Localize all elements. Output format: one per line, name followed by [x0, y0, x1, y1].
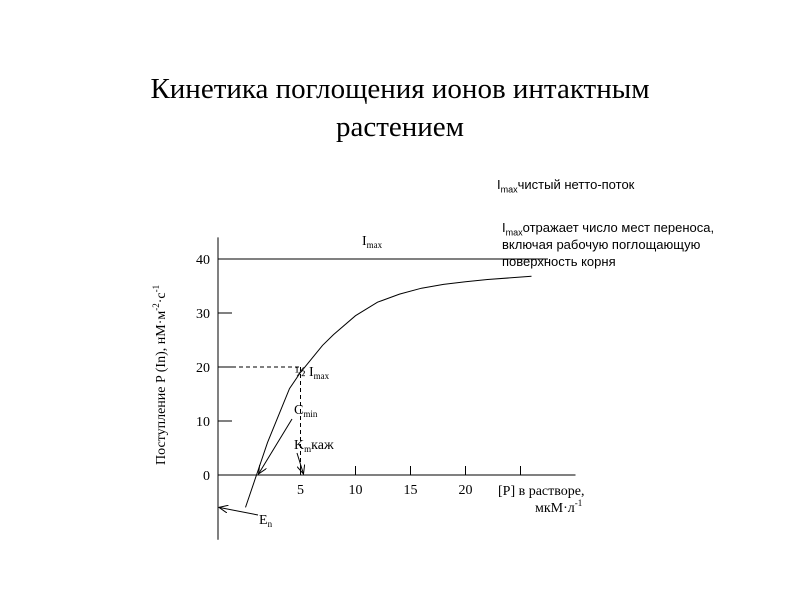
- note1-imax-base: I: [497, 177, 501, 192]
- x-tick-label: 15: [404, 483, 418, 498]
- imax-transport-sites-note: Imaxотражает число мест переноса, включа…: [502, 219, 714, 270]
- x-tick-label: 20: [459, 483, 473, 498]
- note2-line-3: поверхность корня: [502, 254, 616, 269]
- slide-title: Кинетика поглощения ионов интактным раст…: [100, 70, 700, 146]
- note2-line-1: отражает число мест переноса,: [522, 220, 715, 235]
- x-axis-title-line-1: [P] в растворе,: [498, 484, 585, 499]
- uptake-curve: [245, 275, 532, 508]
- y-tick-label: 40: [196, 253, 210, 268]
- y-tick-label: 0: [203, 469, 210, 484]
- km-arrow: [296, 452, 304, 474]
- imax-net-flux-note: Imaxчистый нетто-поток: [497, 176, 635, 195]
- half-imax-label: ½ Imax: [295, 365, 330, 381]
- y-tick-label: 10: [196, 415, 210, 430]
- cmin-label: Cmin: [294, 403, 318, 419]
- cmin-arrow: [259, 418, 293, 474]
- en-arrow: [219, 507, 259, 516]
- y-axis-title: Поступление P (In), нМ·м-2·с-1: [151, 285, 169, 465]
- note2-imax-sub: max: [505, 227, 523, 238]
- y-tick-label: 20: [196, 361, 210, 376]
- km-label: Kmкаж: [294, 438, 334, 454]
- note2-imax-base: I: [502, 220, 506, 235]
- x-tick-label: 10: [349, 483, 363, 498]
- title-line-1: Кинетика поглощения ионов интактным: [150, 73, 650, 105]
- note1-text: чистый нетто-поток: [517, 177, 635, 192]
- title-line-2: растением: [335, 111, 465, 143]
- imax-label: Imax: [362, 234, 383, 250]
- y-tick-label: 30: [196, 307, 210, 322]
- x-axis-title-line-2: мкМ·л-1: [535, 498, 582, 516]
- en-label: En: [259, 513, 273, 529]
- note2-line-2: включая рабочую поглощающую: [502, 237, 701, 252]
- note1-imax-sub: max: [500, 184, 518, 195]
- x-tick-label: 5: [297, 483, 304, 498]
